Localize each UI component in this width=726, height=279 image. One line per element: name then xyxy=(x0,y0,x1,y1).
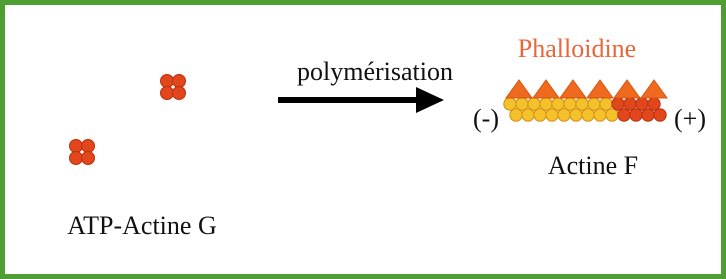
monomer-subunit xyxy=(173,87,186,100)
monomer-subunit xyxy=(70,152,83,165)
filament-subunit xyxy=(606,109,618,121)
f-actin-label: Actine F xyxy=(548,151,638,180)
filament-subunit xyxy=(510,109,522,121)
plus-end-label: (+) xyxy=(674,104,706,133)
filament-subunit xyxy=(636,98,648,110)
filament-subunit xyxy=(654,109,666,121)
monomer-subunit xyxy=(161,87,174,100)
filament-subunit xyxy=(570,109,582,121)
monomer-subunit xyxy=(82,152,95,165)
phalloidine-label: Phalloidine xyxy=(518,34,636,63)
monomer-subunit xyxy=(161,75,174,88)
arrow-label: polymérisation xyxy=(297,57,453,86)
filament-subunit xyxy=(516,98,528,110)
filament-subunit xyxy=(648,98,660,110)
filament-subunit xyxy=(624,98,636,110)
filament-subunit xyxy=(630,109,642,121)
g-actin-label: ATP-Actine G xyxy=(67,211,216,240)
filament-subunit xyxy=(534,109,546,121)
filament-subunit xyxy=(522,109,534,121)
diagram: polymérisation Phalloidine (-) (+) Actin… xyxy=(0,0,726,279)
filament-subunit xyxy=(582,109,594,121)
filament-subunit xyxy=(588,98,600,110)
monomer-subunit xyxy=(82,140,95,153)
monomer-subunit xyxy=(70,140,83,153)
filament-subunit xyxy=(540,98,552,110)
filament-subunit xyxy=(618,109,630,121)
filament-subunit xyxy=(528,98,540,110)
filament-subunit xyxy=(612,98,624,110)
filament-subunit xyxy=(600,98,612,110)
monomer-subunit xyxy=(173,75,186,88)
filament-subunit xyxy=(558,109,570,121)
filament-subunit xyxy=(504,98,516,110)
filament-subunit xyxy=(594,109,606,121)
filament-subunit xyxy=(642,109,654,121)
page: polymérisation Phalloidine (-) (+) Actin… xyxy=(0,0,726,279)
filament-subunit xyxy=(546,109,558,121)
filament-subunit xyxy=(552,98,564,110)
filament-subunit xyxy=(576,98,588,110)
minus-end-label: (-) xyxy=(473,104,499,133)
filament-subunit xyxy=(564,98,576,110)
